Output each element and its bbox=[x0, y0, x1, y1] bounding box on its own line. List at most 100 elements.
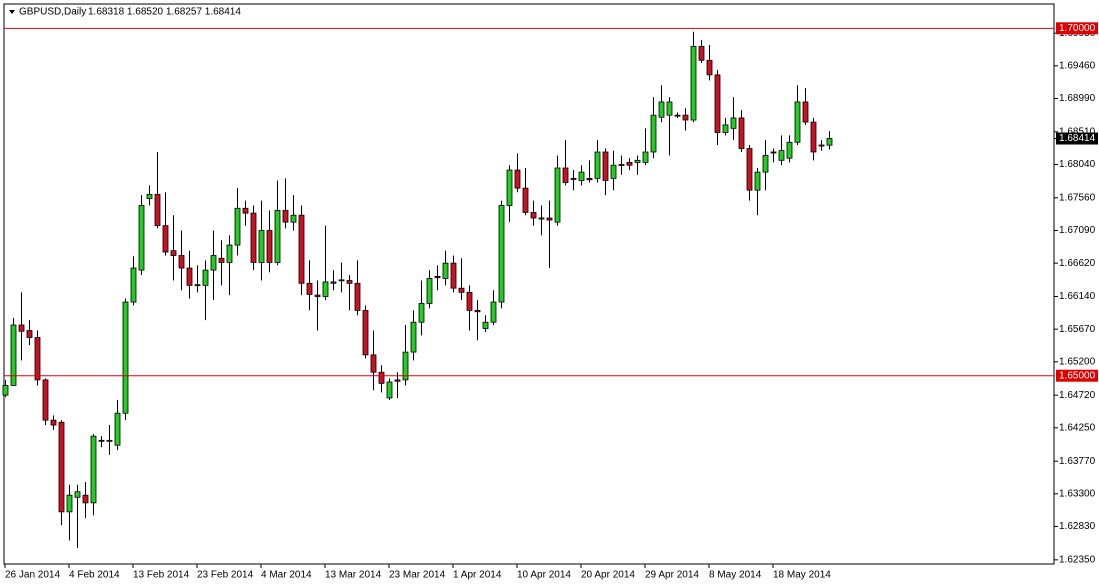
candle-body bbox=[722, 124, 729, 133]
candle-body bbox=[634, 159, 641, 163]
candle-body bbox=[602, 151, 609, 181]
candle-body bbox=[226, 244, 233, 263]
y-tick-label: 1.67090 bbox=[1059, 225, 1096, 236]
candle-body bbox=[2, 385, 9, 396]
candle-body bbox=[10, 324, 17, 386]
candle-body bbox=[706, 59, 713, 76]
plot-frame bbox=[3, 3, 1055, 565]
candle-body bbox=[298, 214, 305, 284]
candle-body bbox=[314, 294, 321, 297]
menu-arrow[interactable] bbox=[9, 10, 15, 14]
candle-body bbox=[90, 435, 97, 504]
candle-body bbox=[266, 230, 273, 263]
y-tick-label: 1.67560 bbox=[1059, 192, 1096, 203]
price-label: 1.68414 bbox=[1059, 133, 1096, 144]
y-tick-label: 1.63300 bbox=[1059, 488, 1096, 499]
candle-body bbox=[690, 45, 697, 121]
candle-body bbox=[210, 255, 217, 271]
level-label-box bbox=[1056, 369, 1098, 382]
x-tick-label: 8 May 2014 bbox=[709, 570, 762, 581]
candle-body bbox=[338, 279, 345, 282]
candle-body bbox=[458, 287, 465, 293]
level-label-box bbox=[1056, 22, 1098, 35]
candle-body bbox=[186, 267, 193, 286]
candle-body bbox=[66, 494, 73, 513]
y-tick-label: 1.64250 bbox=[1059, 422, 1096, 433]
candle-body bbox=[794, 101, 801, 143]
candle-body bbox=[194, 284, 201, 287]
candle-body bbox=[514, 169, 521, 189]
candle-body bbox=[482, 321, 489, 329]
candle-body bbox=[610, 164, 617, 179]
candle-body bbox=[330, 281, 337, 284]
ohlc-text: 1.68318 1.68520 1.68257 1.68414 bbox=[88, 7, 241, 18]
candle-body bbox=[778, 150, 785, 161]
y-tick-label: 1.68990 bbox=[1059, 93, 1096, 104]
candle-body bbox=[258, 230, 265, 263]
candle-body bbox=[714, 74, 721, 133]
candle-body bbox=[146, 193, 153, 199]
candle-body bbox=[74, 491, 81, 498]
candle-body bbox=[674, 114, 681, 117]
candle-body bbox=[698, 45, 705, 61]
candle-body bbox=[530, 212, 537, 219]
candle-body bbox=[618, 164, 625, 166]
candle-body bbox=[578, 171, 585, 181]
candle-body bbox=[170, 250, 177, 256]
candle-body bbox=[42, 379, 49, 421]
candle-body bbox=[658, 101, 665, 118]
y-tick-label: 1.65670 bbox=[1059, 324, 1096, 335]
candle-body bbox=[746, 148, 753, 191]
candle-body bbox=[234, 207, 241, 246]
candle-body bbox=[818, 144, 825, 147]
candle-body bbox=[562, 167, 569, 183]
y-tick-label: 1.64720 bbox=[1059, 390, 1096, 401]
candle-body bbox=[770, 151, 777, 154]
candle-body bbox=[594, 151, 601, 179]
candle-body bbox=[498, 205, 505, 303]
candle-body bbox=[362, 310, 369, 356]
candle-body bbox=[754, 171, 761, 191]
candle-body bbox=[354, 282, 361, 311]
candle-body bbox=[442, 262, 449, 279]
x-tick-label: 23 Mar 2014 bbox=[389, 570, 446, 581]
candle-body bbox=[50, 419, 57, 426]
candle-body bbox=[306, 282, 313, 295]
y-tick-label: 1.65200 bbox=[1059, 356, 1096, 367]
candle-body bbox=[386, 381, 393, 399]
candle-body bbox=[626, 162, 633, 166]
candle-body bbox=[410, 321, 417, 353]
y-tick-label: 1.68040 bbox=[1059, 159, 1096, 170]
x-tick-label: 1 Apr 2014 bbox=[453, 570, 502, 581]
candle-body bbox=[642, 151, 649, 163]
y-tick-label: 1.69460 bbox=[1059, 60, 1096, 71]
x-tick-label: 13 Mar 2014 bbox=[325, 570, 382, 581]
level-label: 1.70000 bbox=[1059, 23, 1096, 34]
candle-body bbox=[34, 337, 41, 381]
candle-body bbox=[434, 275, 441, 279]
candle-body bbox=[130, 267, 137, 303]
candle-body bbox=[730, 117, 737, 129]
candle-body bbox=[682, 114, 689, 121]
price-label-box bbox=[1056, 132, 1098, 145]
candle-body bbox=[370, 354, 377, 373]
y-tick-label: 1.68510 bbox=[1059, 126, 1096, 137]
y-tick-label: 1.63770 bbox=[1059, 456, 1096, 467]
candle-body bbox=[346, 280, 353, 284]
candle-body bbox=[666, 101, 673, 116]
candle-body bbox=[786, 141, 793, 159]
candle-body bbox=[162, 225, 169, 253]
level-label: 1.65000 bbox=[1059, 370, 1096, 381]
candle-body bbox=[218, 257, 225, 263]
candle-body bbox=[762, 155, 769, 173]
candle-body bbox=[202, 269, 209, 286]
chart-title: GBPUSD,Daily bbox=[19, 7, 86, 18]
candle-body bbox=[154, 193, 161, 227]
x-tick-label: 4 Feb 2014 bbox=[69, 570, 120, 581]
x-tick-label: 26 Jan 2014 bbox=[5, 570, 60, 581]
candle-body bbox=[26, 330, 33, 338]
candle-body bbox=[58, 421, 65, 513]
x-tick-label: 20 Apr 2014 bbox=[581, 570, 635, 581]
